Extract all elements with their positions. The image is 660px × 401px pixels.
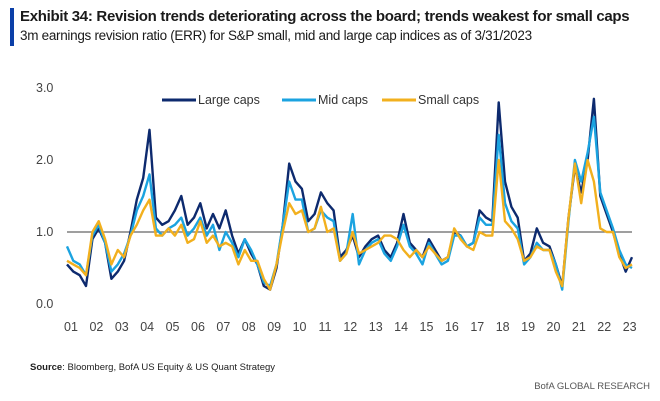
x-tick-label: 23 [623,320,637,334]
legend-label: Small caps [418,93,479,107]
x-tick-label: 10 [293,320,307,334]
x-tick-label: 14 [394,320,408,334]
legend-item: Mid caps [282,93,368,107]
x-tick-label: 07 [216,320,230,334]
x-tick-label: 15 [420,320,434,334]
x-tick-label: 01 [64,320,78,334]
series-line-mid-caps [65,115,633,291]
x-tick-label: 19 [521,320,535,334]
source-text: : Bloomberg, BofA US Equity & US Quant S… [62,362,276,373]
x-tick-label: 13 [369,320,383,334]
legend-label: Large caps [198,93,260,107]
source-label: Source [30,362,63,373]
legend-item: Large caps [162,93,260,107]
chart-title: Exhibit 34: Revision trends deterioratin… [20,8,630,25]
x-tick-label: 04 [140,320,154,334]
x-tick-label: 18 [496,320,510,334]
x-tick-label: 02 [89,320,103,334]
x-tick-label: 11 [318,320,331,334]
x-tick-label: 20 [547,320,561,334]
x-tick-label: 16 [445,320,459,334]
title-accent-bar [10,8,14,46]
x-tick-label: 06 [191,320,205,334]
source-note: Source: Bloomberg, BofA US Equity & US Q… [30,362,275,373]
x-tick-label: 05 [166,320,180,334]
legend-item: Small caps [382,93,479,107]
y-tick-label: 3.0 [36,81,53,95]
brand-label: BofA GLOBAL RESEARCH [534,381,650,392]
x-tick-label: 09 [267,320,281,334]
x-tick-label: 03 [115,320,129,334]
x-tick-label: 08 [242,320,256,334]
y-tick-label: 2.0 [36,153,53,167]
x-tick-label: 22 [597,320,611,334]
x-tick-label: 12 [343,320,357,334]
chart-subtitle: 3m earnings revision ratio (ERR) for S&P… [20,28,532,43]
legend-label: Mid caps [318,93,368,107]
y-tick-label: 0.0 [36,297,53,311]
series-line-small-caps [66,158,633,291]
x-tick-label: 17 [470,320,484,334]
x-tick-label: 21 [572,320,586,334]
y-tick-label: 1.0 [36,225,53,239]
